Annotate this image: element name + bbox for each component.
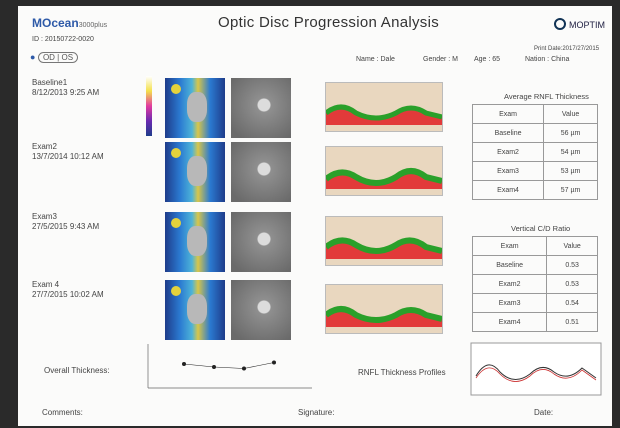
thickness-map xyxy=(165,280,225,340)
rnfl-profile-chart xyxy=(325,82,443,132)
rnfl-profile-chart xyxy=(325,216,443,266)
od-toggle[interactable]: OD | OS xyxy=(37,52,79,63)
moptim-icon xyxy=(554,18,566,30)
table-row: Baseline 0.53 xyxy=(471,255,598,275)
exam-label: Exam3 27/5/2015 9:43 AM xyxy=(32,212,100,231)
avg-rnfl-title: Average RNFL Thickness xyxy=(504,92,589,101)
avg-rnfl-table: Exam Value Baseline 56 µm Exam2 54 µm Exam3… xyxy=(471,104,598,200)
fundus-image xyxy=(231,280,291,340)
signature-label: Signature: xyxy=(298,408,335,417)
table-row: Exam4 0.51 xyxy=(471,312,598,332)
patient-id: ID : 20150722-0020 xyxy=(32,36,94,43)
overall-thickness-label: Overall Thickness: xyxy=(44,366,110,375)
rnfl-profiles-label: RNFL Thickness Profiles xyxy=(358,368,446,377)
date-label: Date: xyxy=(534,408,554,417)
exam-label: Exam 4 27/7/2015 10:02 AM xyxy=(32,280,104,299)
overall-segment xyxy=(213,366,245,369)
thickness-map xyxy=(165,142,225,202)
fundus-image xyxy=(231,78,291,138)
table-row: Baseline 56 µm xyxy=(471,123,598,143)
fundus-image xyxy=(231,142,291,202)
exam-label: Exam2 13/7/2014 10:12 AM xyxy=(32,142,104,161)
patient-age: Age : 65 xyxy=(474,56,501,63)
thickness-map xyxy=(165,212,225,272)
patient-gender: Gender : M xyxy=(423,56,459,63)
cd-ratio-title: Vertical C/D Ratio xyxy=(511,224,571,233)
fundus-image xyxy=(231,212,291,272)
eye-marker-icon: ● xyxy=(30,52,36,62)
exam-label: Baseline1 8/12/2013 9:25 AM xyxy=(32,78,100,97)
moptim-logo: MOPTIM xyxy=(554,18,605,30)
table-row: Exam2 0.53 xyxy=(471,274,598,294)
table-row: Exam2 54 µm xyxy=(471,142,598,162)
table-row: Exam3 0.54 xyxy=(471,293,598,313)
page-title: Optic Disc Progression Analysis xyxy=(218,14,440,31)
thickness-color-scale xyxy=(146,76,152,136)
patient-nation: Nation : China xyxy=(525,56,570,63)
thickness-map xyxy=(165,78,225,138)
rnfl-profile-chart xyxy=(325,146,443,196)
patient-name: Name : Dale xyxy=(356,56,395,63)
print-date: Print Date:2017/27/2015 xyxy=(534,46,600,52)
report-page: MOcean3000plus Optic Disc Progression An… xyxy=(18,6,612,426)
comments-label: Comments: xyxy=(42,408,83,417)
rnfl-profiles-chart xyxy=(470,342,602,396)
eye-selector[interactable]: ● OD | OS xyxy=(30,52,79,63)
overall-segment xyxy=(183,363,215,368)
table-row: Exam4 57 µm xyxy=(471,180,598,200)
cd-ratio-table: Exam Value Baseline 0.53 Exam2 0.53 Exam3 0.… xyxy=(471,236,598,332)
overall-thickness-chart xyxy=(147,344,312,389)
rnfl-profile-chart xyxy=(325,284,443,334)
brand-logo: MOcean3000plus xyxy=(32,16,108,30)
table-row: Exam3 53 µm xyxy=(471,161,598,181)
overall-segment xyxy=(243,362,275,369)
